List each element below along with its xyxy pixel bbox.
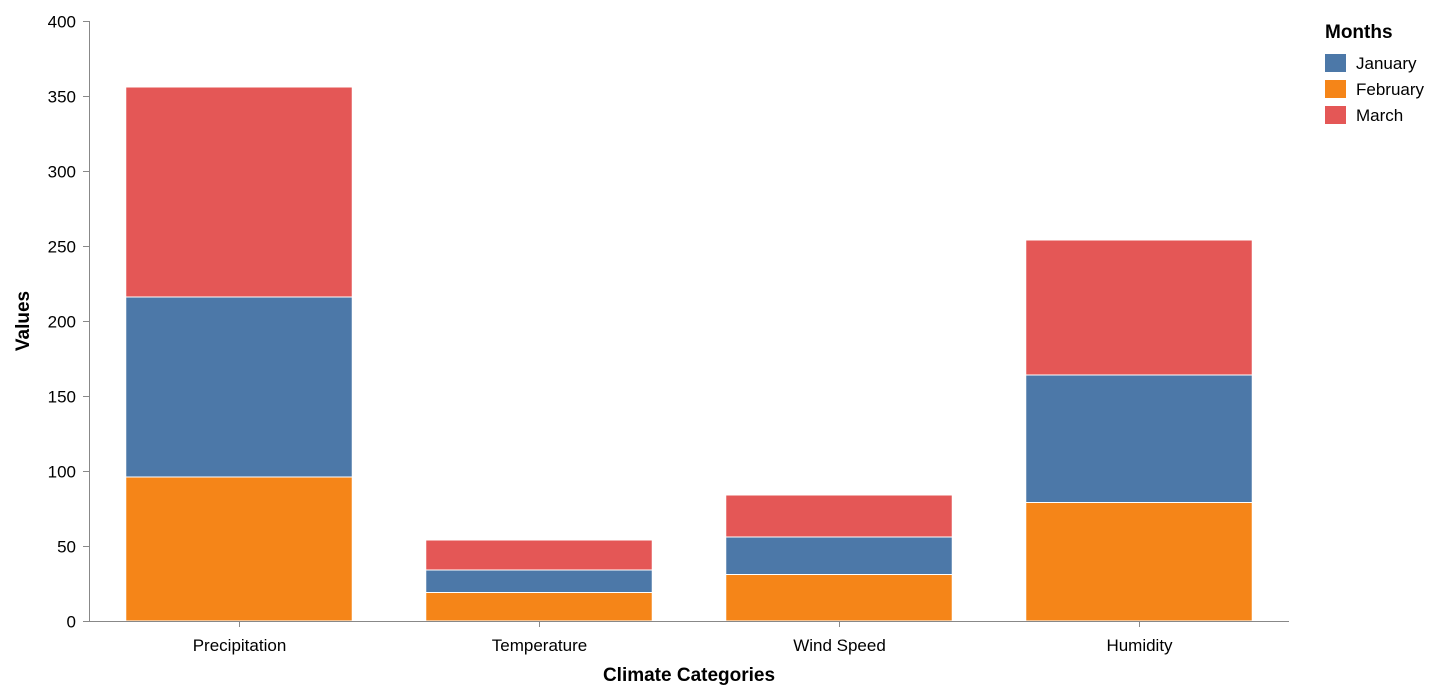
y-tick-label: 200 — [48, 313, 76, 332]
y-tick-label: 250 — [48, 238, 76, 257]
legend-label-march: March — [1356, 106, 1403, 125]
bar-precipitation-march — [125, 86, 353, 298]
y-tick-label: 400 — [48, 13, 76, 32]
legend-swatch-february — [1325, 80, 1346, 98]
bar-temperature-january — [425, 569, 653, 593]
x-tick-label: Wind Speed — [793, 636, 886, 655]
bar-humidity-february — [1025, 502, 1253, 622]
y-tick-label: 150 — [48, 388, 76, 407]
bar-humidity-january — [1025, 374, 1253, 503]
bar-wind-speed-january — [725, 536, 953, 575]
y-tick-label: 0 — [67, 613, 76, 632]
bar-temperature-february — [425, 592, 653, 622]
x-tick-label: Temperature — [492, 636, 587, 655]
y-axis: 0 50 100 150 200 250 300 350 400 — [48, 13, 90, 632]
legend-swatch-march — [1325, 106, 1346, 124]
legend-label-january: January — [1356, 54, 1417, 73]
legend: Months January February March — [1325, 22, 1425, 125]
y-tick-label: 350 — [48, 88, 76, 107]
legend-label-february: February — [1356, 80, 1425, 99]
bars-layer — [125, 86, 1253, 622]
y-tick-label: 100 — [48, 463, 76, 482]
y-axis-title: Values — [13, 291, 34, 351]
x-axis: Precipitation Temperature Wind Speed Humidi… — [89, 621, 1289, 655]
x-axis-title: Climate Categories — [603, 665, 775, 686]
y-tick-label: 50 — [57, 538, 76, 557]
bar-humidity-march — [1025, 239, 1253, 376]
y-tick-label: 300 — [48, 163, 76, 182]
bar-precipitation-february — [125, 476, 353, 622]
x-tick-label: Humidity — [1106, 636, 1173, 655]
legend-title: Months — [1325, 22, 1393, 43]
legend-swatch-january — [1325, 54, 1346, 72]
bar-temperature-march — [425, 539, 653, 571]
x-tick-label: Precipitation — [193, 636, 287, 655]
bar-wind-speed-march — [725, 494, 953, 538]
bar-wind-speed-february — [725, 574, 953, 622]
bar-precipitation-january — [125, 296, 353, 478]
